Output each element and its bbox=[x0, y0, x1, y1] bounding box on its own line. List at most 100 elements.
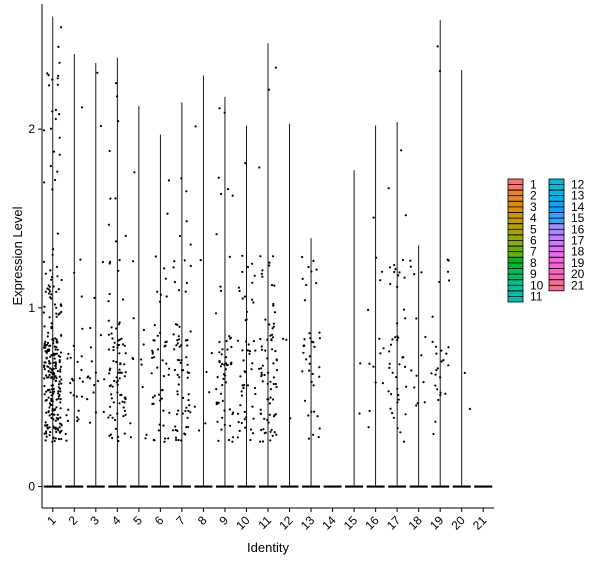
point-7 bbox=[173, 348, 176, 351]
point-18 bbox=[415, 404, 418, 407]
point-2 bbox=[73, 271, 76, 274]
point-2 bbox=[76, 416, 79, 419]
point-1 bbox=[54, 117, 57, 121]
point-7 bbox=[182, 396, 185, 399]
point-4 bbox=[113, 379, 116, 383]
point-11 bbox=[266, 338, 269, 341]
point-1 bbox=[48, 434, 51, 437]
point-17 bbox=[403, 308, 406, 311]
point-16 bbox=[367, 426, 370, 429]
point-1 bbox=[52, 437, 55, 440]
point-1 bbox=[60, 378, 63, 381]
point-1 bbox=[52, 387, 55, 391]
point-4 bbox=[108, 372, 111, 375]
point-10 bbox=[240, 394, 243, 397]
point-9 bbox=[221, 348, 224, 351]
point-7 bbox=[187, 409, 190, 412]
point-1 bbox=[50, 394, 53, 397]
point-1 bbox=[57, 428, 60, 431]
point-4 bbox=[113, 418, 117, 422]
point-13 bbox=[318, 427, 321, 430]
point-11 bbox=[268, 402, 271, 405]
point-1 bbox=[60, 278, 63, 282]
point-9 bbox=[231, 194, 234, 197]
point-4 bbox=[120, 393, 123, 396]
point-19 bbox=[436, 367, 439, 370]
legend-label-4: 4 bbox=[530, 211, 537, 225]
point-7 bbox=[173, 281, 176, 284]
point-1 bbox=[50, 322, 53, 325]
point-3 bbox=[103, 378, 106, 381]
point-17 bbox=[404, 214, 407, 217]
point-6 bbox=[151, 396, 155, 399]
point-1 bbox=[54, 352, 57, 355]
point-10 bbox=[244, 162, 247, 165]
point-1 bbox=[55, 398, 58, 401]
point-4 bbox=[116, 435, 120, 439]
point-10 bbox=[253, 274, 256, 277]
point-17 bbox=[388, 266, 392, 269]
point-4 bbox=[123, 375, 126, 378]
point-9 bbox=[223, 363, 226, 366]
point-8 bbox=[194, 125, 197, 128]
point-4 bbox=[108, 149, 111, 153]
point-1 bbox=[51, 407, 54, 410]
point-4 bbox=[115, 381, 118, 384]
point-1 bbox=[60, 429, 63, 432]
point-1 bbox=[51, 78, 54, 81]
point-4 bbox=[109, 384, 112, 387]
point-3 bbox=[89, 346, 92, 349]
point-5 bbox=[141, 385, 144, 389]
point-1 bbox=[58, 426, 61, 429]
point-6 bbox=[158, 300, 162, 303]
point-11 bbox=[259, 255, 262, 258]
point-10 bbox=[243, 295, 247, 298]
point-6 bbox=[167, 373, 170, 376]
point-1 bbox=[54, 367, 58, 370]
point-9 bbox=[225, 363, 229, 366]
point-10 bbox=[242, 387, 245, 390]
point-1 bbox=[49, 367, 52, 370]
point-13 bbox=[310, 270, 313, 273]
point-2 bbox=[67, 408, 70, 411]
point-17 bbox=[396, 339, 399, 342]
point-4 bbox=[110, 397, 113, 400]
point-4 bbox=[108, 292, 111, 296]
point-1 bbox=[59, 365, 63, 368]
point-6 bbox=[162, 409, 165, 412]
point-9 bbox=[215, 233, 218, 236]
point-11 bbox=[262, 428, 265, 431]
point-1 bbox=[56, 348, 59, 351]
point-4 bbox=[120, 337, 123, 340]
point-11 bbox=[261, 364, 264, 367]
point-1 bbox=[52, 342, 55, 345]
y-axis-title: Expression Level bbox=[10, 206, 25, 305]
point-1 bbox=[46, 376, 49, 379]
point-1 bbox=[45, 350, 49, 353]
point-1 bbox=[54, 108, 58, 111]
point-17 bbox=[405, 385, 408, 388]
point-6 bbox=[156, 290, 159, 293]
point-1 bbox=[42, 129, 46, 132]
point-9 bbox=[227, 438, 231, 442]
point-1 bbox=[50, 354, 53, 357]
point-9 bbox=[215, 388, 218, 391]
point-11 bbox=[268, 413, 271, 416]
point-8 bbox=[204, 422, 207, 425]
point-1 bbox=[43, 364, 46, 367]
point-2 bbox=[75, 395, 78, 398]
point-4 bbox=[107, 333, 110, 336]
point-10 bbox=[238, 289, 241, 293]
x-axis-title: Identity bbox=[247, 540, 289, 555]
point-11 bbox=[261, 269, 264, 272]
point-16 bbox=[381, 382, 384, 385]
point-6 bbox=[163, 345, 166, 348]
point-3 bbox=[102, 410, 105, 413]
point-10 bbox=[245, 310, 249, 313]
point-5 bbox=[144, 437, 147, 440]
point-10 bbox=[254, 349, 257, 352]
point-19 bbox=[439, 394, 442, 397]
point-1 bbox=[53, 439, 56, 443]
legend-label-17: 17 bbox=[571, 234, 585, 248]
point-17 bbox=[396, 387, 399, 390]
